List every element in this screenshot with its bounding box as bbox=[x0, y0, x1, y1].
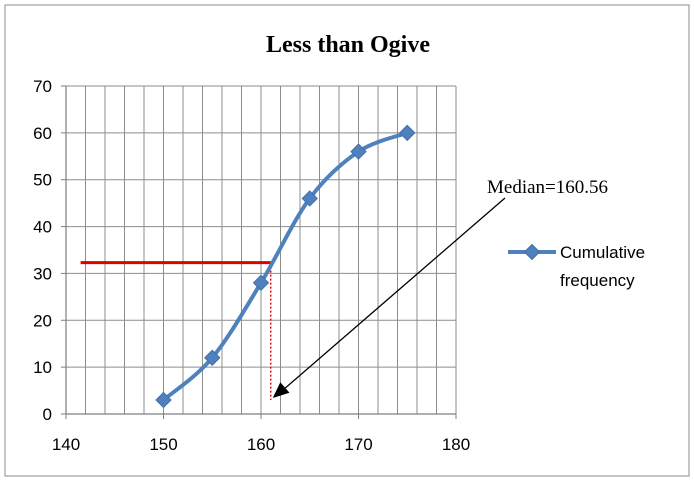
x-tick-label: 170 bbox=[344, 435, 372, 454]
y-tick-label: 40 bbox=[33, 218, 52, 237]
y-tick-label: 10 bbox=[33, 358, 52, 377]
median-reference-lines bbox=[80, 261, 272, 400]
annotation-arrow-line bbox=[280, 197, 506, 393]
y-tick-label: 30 bbox=[33, 264, 52, 283]
y-tick-label: 50 bbox=[33, 171, 52, 190]
median-annotation-text: Median=160.56 bbox=[487, 177, 608, 198]
legend-marker-swatch bbox=[523, 243, 541, 261]
y-tick-label: 0 bbox=[43, 405, 52, 424]
annotation-arrow-head bbox=[272, 382, 290, 398]
gridlines bbox=[65, 85, 457, 415]
legend: Cumulative frequency bbox=[508, 243, 645, 290]
legend-label-line1: Cumulative bbox=[560, 243, 645, 262]
annotation-layer bbox=[272, 197, 506, 398]
series-layer bbox=[155, 124, 416, 409]
x-tick-label: 150 bbox=[149, 435, 177, 454]
chart-title: Less than Ogive bbox=[266, 32, 430, 58]
legend-label-line2: frequency bbox=[560, 271, 635, 290]
y-tick-label: 60 bbox=[33, 124, 52, 143]
x-tick-label: 180 bbox=[442, 435, 470, 454]
x-tick-label: 160 bbox=[247, 435, 275, 454]
data-point-marker bbox=[399, 124, 416, 142]
data-point-marker bbox=[204, 349, 221, 366]
data-point-marker bbox=[252, 274, 270, 292]
x-tick-label: 140 bbox=[52, 435, 80, 454]
data-point-marker bbox=[301, 190, 318, 207]
y-tick-label: 20 bbox=[33, 311, 52, 330]
axes: 0 10 20 30 40 50 60 70 140 150 160 170 180 bbox=[33, 77, 470, 454]
data-point-marker bbox=[155, 391, 172, 409]
y-tick-label: 70 bbox=[33, 77, 52, 96]
data-point-marker bbox=[350, 143, 367, 160]
